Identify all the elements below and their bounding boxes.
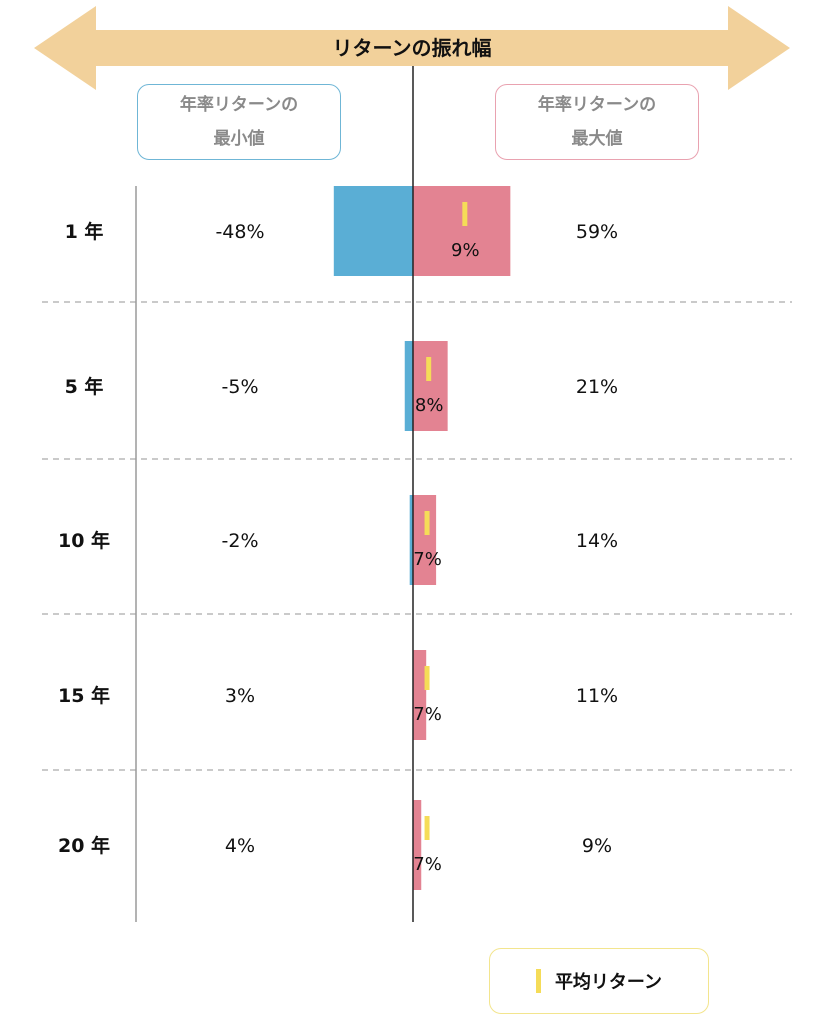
max-bar: [413, 800, 422, 890]
max-bar: [413, 650, 427, 740]
min-value-label: -48%: [215, 221, 264, 243]
average-label: 8%: [415, 395, 444, 416]
average-label: 7%: [413, 549, 442, 570]
max-header-line1: 年率リターンの: [537, 95, 657, 115]
average-label: 9%: [451, 240, 480, 261]
min-value-header: 年率リターンの 最小値: [137, 84, 341, 160]
max-bar: [413, 495, 437, 585]
max-bar: [413, 341, 448, 431]
max-value-label: 59%: [576, 221, 618, 243]
min-value-label: 4%: [225, 835, 255, 857]
average-marker: [424, 816, 430, 840]
legend: 平均リターン: [489, 948, 709, 1014]
max-header-line2: 最大値: [571, 129, 623, 149]
legend-label: 平均リターン: [554, 972, 663, 993]
max-value-label: 14%: [576, 530, 618, 552]
banner-arrow: [34, 6, 790, 90]
average-marker: [424, 511, 430, 535]
min-value-label: -5%: [222, 376, 259, 398]
period-label: 20 年: [58, 834, 110, 857]
average-label: 7%: [413, 854, 442, 875]
average-marker: [462, 202, 468, 226]
period-label: 1 年: [65, 220, 104, 243]
banner-title: リターンの振れ幅: [332, 36, 492, 60]
period-label: 15 年: [58, 684, 110, 707]
min-bar: [333, 186, 413, 276]
average-marker: [426, 357, 432, 381]
min-bar: [409, 495, 413, 585]
min-header-line2: 最小値: [213, 129, 265, 149]
average-marker-icon: [535, 969, 541, 993]
max-bar: [413, 186, 511, 276]
max-value-header: 年率リターンの 最大値: [495, 84, 699, 160]
min-header-line1: 年率リターンの: [179, 95, 299, 115]
min-value-label: 3%: [225, 685, 255, 707]
average-label: 7%: [413, 704, 442, 725]
max-value-label: 21%: [576, 376, 618, 398]
period-label: 10 年: [58, 529, 110, 552]
period-label: 5 年: [65, 375, 104, 398]
max-value-label: 11%: [576, 685, 618, 707]
average-marker: [424, 666, 430, 690]
min-bar: [404, 341, 413, 431]
max-value-label: 9%: [582, 835, 612, 857]
min-value-label: -2%: [222, 530, 259, 552]
